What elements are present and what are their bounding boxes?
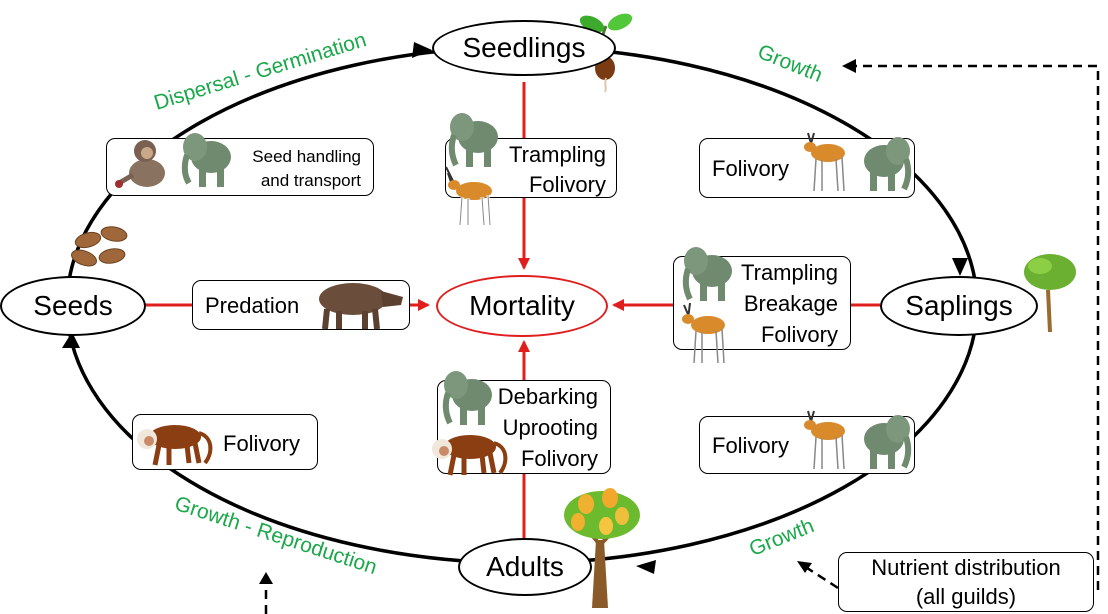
sapling-tree-icon: [1024, 254, 1076, 332]
chimpanzee-icon: [115, 140, 165, 188]
antelope-icon: [804, 410, 845, 470]
predation-box: Predation: [192, 280, 410, 330]
elephant-icon: [682, 247, 732, 301]
folivory-left-box: Folivory: [132, 414, 318, 470]
saplings-node: Saplings: [880, 276, 1038, 336]
seed-handling-line-2: and transport: [260, 171, 361, 190]
folivory-top-right-label: Folivory: [712, 156, 790, 181]
adults-node: Adults: [458, 538, 592, 596]
seeds-icon: [71, 226, 128, 267]
elephant-icon: [448, 113, 498, 167]
sapling-threat-2: Breakage: [743, 291, 838, 316]
seedling-threats-box: Trampling Folivory: [445, 113, 617, 226]
adult-threats-box: Debarking Uprooting Folivory: [432, 371, 611, 476]
adult-threat-2: Uprooting: [502, 415, 598, 440]
nutrient-line-1: Nutrient distribution: [871, 555, 1061, 580]
elephant-icon: [864, 137, 912, 191]
folivory-top-right-box: Folivory: [699, 132, 915, 198]
nutrient-line-2: (all guilds): [915, 584, 1017, 609]
seed-handling-line-1: Seed handling: [252, 147, 361, 166]
dashed-arrowhead-bottom-left: [259, 572, 273, 584]
dashed-arrowhead-growth: [797, 561, 812, 573]
sapling-threats-box: Trampling Breakage Folivory: [673, 247, 851, 364]
seedling-threat-1: Trampling: [509, 142, 606, 167]
seed-handling-box: Seed handling and transport: [106, 133, 374, 196]
adult-threat-1: Debarking: [497, 384, 598, 409]
antelope-icon: [804, 132, 845, 192]
folivory-left-label: Folivory: [223, 431, 301, 456]
cycle-arrow-to-adults: [636, 560, 656, 574]
dashed-arrowhead-top: [842, 59, 856, 73]
seedling-threat-2: Folivory: [528, 172, 606, 197]
elephant-icon: [442, 371, 492, 425]
cycle-arrow-to-seedlings: [412, 42, 432, 58]
antelope-icon: [682, 302, 725, 364]
seeds-node: Seeds: [0, 276, 146, 336]
monkey-icon: [432, 435, 508, 476]
adult-threat-3: Folivory: [520, 446, 598, 471]
nutrient-distribution-box: Nutrient distribution (all guilds): [838, 552, 1094, 612]
seedlings-node: Seedlings: [432, 20, 616, 76]
sapling-threat-1: Trampling: [741, 260, 838, 285]
cycle-arrow-to-seeds: [62, 332, 80, 348]
fruit-tree-icon: [564, 488, 640, 608]
elephant-icon: [864, 415, 912, 469]
elephant-icon: [181, 133, 231, 187]
boar-icon: [319, 283, 403, 330]
cycle-arrow-to-saplings: [952, 258, 968, 276]
monkey-icon: [137, 425, 213, 466]
mortality-node: Mortality: [436, 275, 608, 337]
folivory-bottom-right-box: Folivory: [699, 410, 915, 474]
folivory-bottom-right-label: Folivory: [712, 433, 790, 458]
antelope-icon: [445, 166, 492, 226]
dashed-nutrient-to-growth: [803, 564, 839, 590]
sapling-threat-3: Folivory: [760, 322, 838, 347]
predation-label: Predation: [205, 293, 300, 318]
